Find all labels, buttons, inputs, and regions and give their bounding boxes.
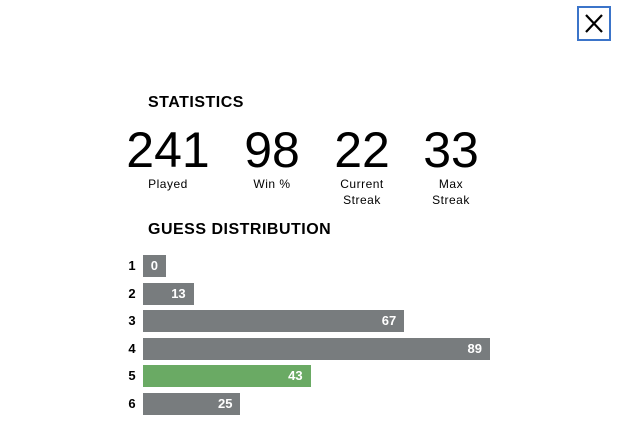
bar-value: 25 <box>218 396 233 411</box>
distribution-bar: 67 <box>143 310 405 333</box>
bar-value: 13 <box>171 285 186 301</box>
stat-value: 241 <box>126 122 210 178</box>
guess-number: 3 <box>128 313 136 329</box>
stat: 33 Max Streak <box>406 124 496 208</box>
guess-number: 4 <box>128 340 136 356</box>
stat-label: Max Streak <box>432 177 470 207</box>
guess-number: 5 <box>128 368 136 384</box>
stat: 98 Win % <box>227 124 317 192</box>
close-icon <box>585 14 603 33</box>
guess-number: 2 <box>128 285 136 301</box>
distribution-bar: 89 <box>143 337 490 360</box>
distribution-bar: 43 <box>143 365 311 388</box>
stat: 241 Played <box>123 124 213 192</box>
stat: 22 Current Streak <box>317 124 407 208</box>
distribution-bar: 25 <box>143 393 241 415</box>
stat-label: Win % <box>253 177 291 191</box>
stat-value: 33 <box>423 122 479 178</box>
statistics-heading: STATISTICS <box>148 94 244 111</box>
bar-value: 0 <box>150 258 158 273</box>
stat-value: 22 <box>334 122 390 178</box>
bar-value: 67 <box>381 313 397 329</box>
bar-value: 89 <box>467 340 482 356</box>
stat-label: Current Streak <box>340 177 384 207</box>
stat-value: 98 <box>244 122 300 178</box>
distribution-bar: 13 <box>143 282 194 305</box>
distribution-bar: 0 <box>143 255 166 277</box>
stat-label: Played <box>148 177 188 191</box>
guess-number: 1 <box>128 258 136 273</box>
distribution-heading: GUESS DISTRIBUTION <box>148 221 332 238</box>
close-button[interactable] <box>577 6 611 41</box>
bar-value: 43 <box>288 368 303 384</box>
guess-number: 6 <box>128 396 136 411</box>
